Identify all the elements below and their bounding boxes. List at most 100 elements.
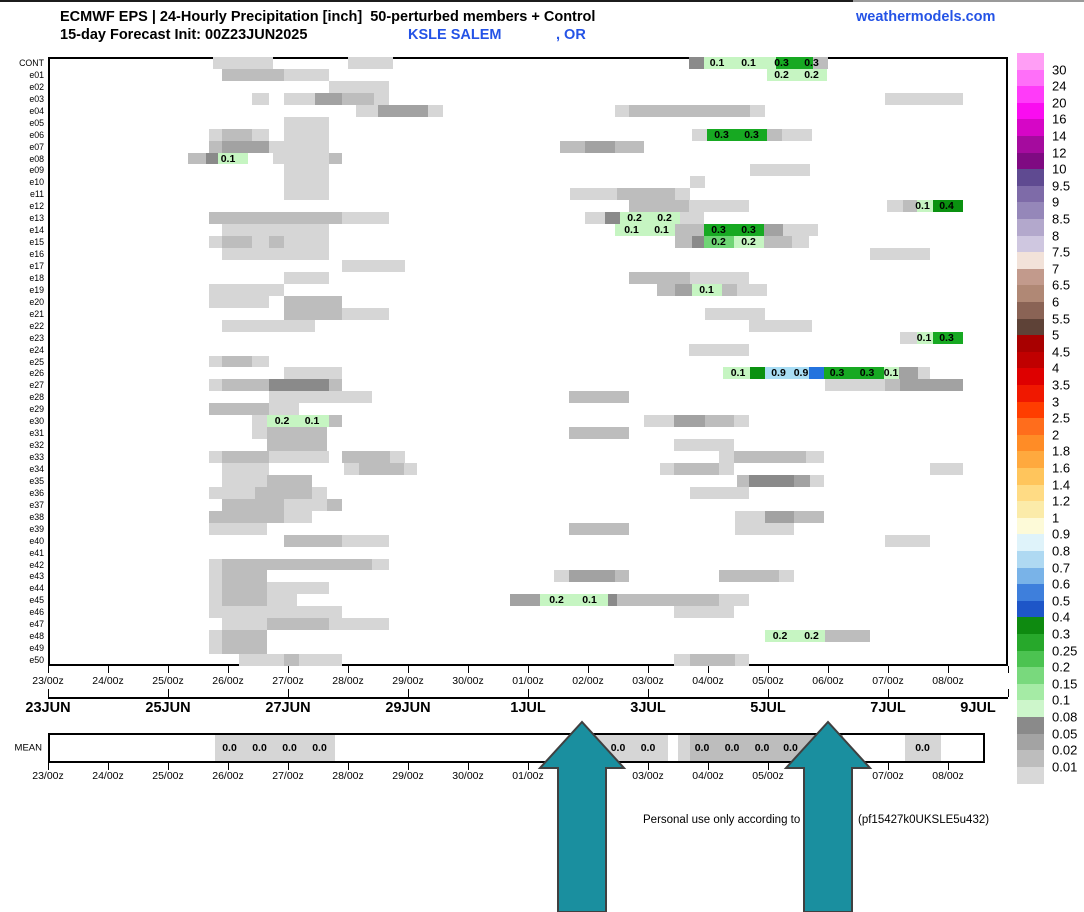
x-tick-label: 03/00z — [632, 675, 664, 687]
row-label: e45 — [29, 595, 44, 606]
precip-cell — [690, 486, 749, 499]
precip-cell — [252, 92, 269, 105]
date-label: 27JUN — [265, 700, 311, 716]
precip-cell — [763, 236, 792, 249]
precip-cell — [283, 68, 329, 81]
mean-x-tick — [528, 763, 529, 770]
precip-cell — [342, 534, 389, 547]
precip-cell — [208, 606, 342, 619]
precip-cell — [898, 367, 918, 380]
mean-value: 0.0 — [754, 742, 770, 754]
mean-x-tick-label: 05/00z — [752, 770, 784, 782]
x-tick-label: 25/00z — [152, 675, 184, 687]
precip-cell — [765, 510, 794, 523]
colorbar-value: 0.9 — [1052, 526, 1071, 542]
colorbar-value: 7 — [1052, 261, 1060, 277]
precip-cell — [628, 271, 690, 284]
colorbar-value: 14 — [1052, 128, 1067, 144]
cell-value: 0.3 — [714, 128, 729, 141]
mean-x-tick — [168, 763, 169, 770]
date-tick — [528, 689, 529, 697]
colorbar-cell — [1017, 634, 1044, 652]
precip-cell — [718, 451, 734, 463]
precip-cell — [208, 510, 284, 523]
cell-value: 0.1 — [741, 56, 756, 69]
precip-cell — [328, 80, 389, 93]
precip-cell — [775, 57, 813, 69]
precip-cell — [208, 642, 222, 655]
mean-value: 0.0 — [312, 742, 327, 754]
precip-cell — [568, 391, 629, 404]
precip-cell — [900, 331, 917, 344]
cell-value: 0.2 — [549, 594, 564, 607]
precip-cell — [267, 474, 312, 487]
x-tick-label: 29/00z — [392, 675, 424, 687]
colorbar-cell — [1017, 401, 1044, 419]
mean-x-tick-label: 29/00z — [392, 770, 424, 782]
precip-cell — [703, 236, 734, 249]
cell-value: 0.3 — [829, 367, 845, 380]
precip-cell — [793, 367, 809, 380]
colorbar-cell — [1017, 700, 1044, 718]
row-label: e23 — [29, 332, 44, 343]
row-label: e02 — [29, 81, 44, 92]
precip-cell — [378, 104, 428, 117]
precip-cell — [315, 92, 342, 105]
cell-value: 0.1 — [709, 56, 725, 69]
precip-cell — [208, 128, 222, 141]
x-tick — [408, 666, 409, 673]
precip-cell — [342, 92, 374, 105]
colorbar-cell — [1017, 351, 1044, 369]
precip-cell — [933, 200, 963, 213]
disclaimer-text: Personal use only according to — [643, 814, 801, 826]
date-label: 9JUL — [960, 700, 996, 716]
x-tick-label: 08/00z — [932, 675, 964, 687]
cell-value: 0.1 — [304, 415, 320, 428]
cell-value: 0.3 — [744, 128, 759, 141]
x-tick-label: 04/00z — [692, 675, 724, 687]
precip-cell — [222, 451, 269, 463]
date-tick — [288, 689, 289, 697]
colorbar-cell — [1017, 53, 1044, 71]
cell-value: 0.1 — [699, 283, 714, 296]
precip-cell — [268, 140, 329, 153]
x-tick-label: 02/00z — [572, 675, 604, 687]
precip-cell — [930, 463, 963, 475]
precip-cell — [540, 594, 608, 607]
brand-link[interactable]: weathermodels.com — [856, 9, 996, 25]
mean-x-tick-label: 25/00z — [152, 770, 184, 782]
mean-x-tick — [228, 763, 229, 770]
colorbar-cell — [1017, 285, 1044, 303]
row-label: e28 — [29, 392, 44, 403]
precip-cell — [870, 248, 930, 260]
precip-cell — [748, 319, 812, 332]
colorbar-value: 2.5 — [1052, 410, 1071, 426]
precip-cell — [900, 379, 963, 392]
x-tick-label: 07/00z — [872, 675, 904, 687]
row-label: e21 — [29, 308, 44, 319]
row-label: e11 — [29, 189, 44, 200]
precip-cell — [793, 474, 810, 487]
precip-cell — [721, 283, 737, 296]
cell-value: 0.3 — [741, 224, 756, 237]
cell-value: 0.3 — [939, 331, 954, 344]
row-label: e18 — [29, 272, 44, 283]
colorbar-value: 0.8 — [1052, 543, 1071, 559]
mean-x-tick-label: 26/00z — [212, 770, 244, 782]
precip-cell — [616, 594, 719, 607]
colorbar-cell — [1017, 385, 1044, 403]
row-label: e06 — [29, 129, 44, 140]
precip-cell — [267, 439, 327, 452]
precip-cell — [208, 236, 222, 249]
x-tick — [708, 666, 709, 673]
x-tick-label: 24/00z — [92, 675, 124, 687]
row-label: e36 — [29, 487, 44, 498]
precip-cell — [808, 367, 824, 380]
precip-cell — [222, 463, 269, 475]
colorbar-cell — [1017, 667, 1044, 685]
precip-cell — [675, 188, 690, 201]
row-label: e10 — [29, 177, 44, 188]
row-label: e15 — [29, 237, 44, 248]
colorbar-value: 0.4 — [1052, 609, 1071, 625]
colorbar-value: 4 — [1052, 360, 1060, 376]
